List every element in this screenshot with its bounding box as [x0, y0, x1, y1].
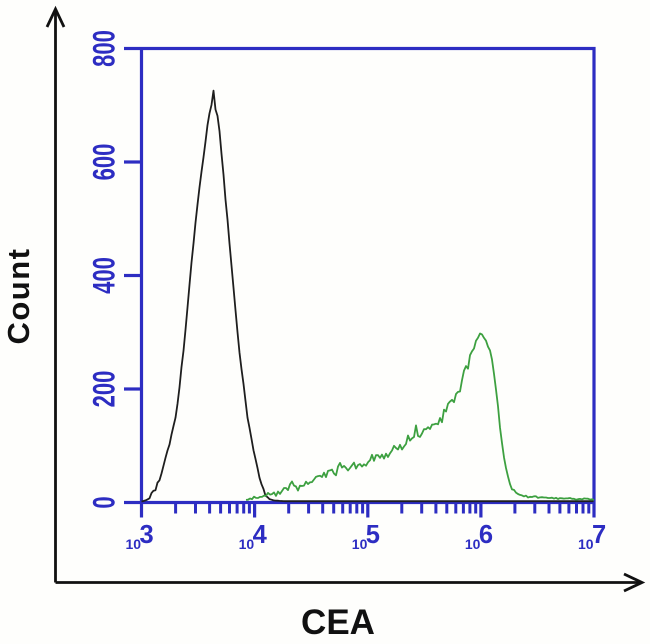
svg-text:10: 10	[352, 536, 368, 552]
svg-text:3: 3	[140, 521, 154, 549]
svg-text:0: 0	[87, 496, 122, 508]
svg-text:10: 10	[578, 536, 594, 552]
svg-text:5: 5	[366, 521, 380, 549]
svg-text:400: 400	[87, 257, 122, 294]
svg-text:6: 6	[479, 521, 493, 549]
svg-text:200: 200	[87, 371, 122, 408]
svg-text:Count: Count	[1, 247, 36, 344]
svg-text:600: 600	[87, 144, 122, 181]
svg-text:7: 7	[592, 521, 606, 549]
svg-text:10: 10	[126, 536, 142, 552]
svg-text:4: 4	[253, 521, 268, 549]
svg-text:10: 10	[465, 536, 481, 552]
svg-text:800: 800	[87, 30, 122, 67]
svg-text:CEA: CEA	[301, 603, 375, 639]
svg-text:10: 10	[239, 536, 255, 552]
